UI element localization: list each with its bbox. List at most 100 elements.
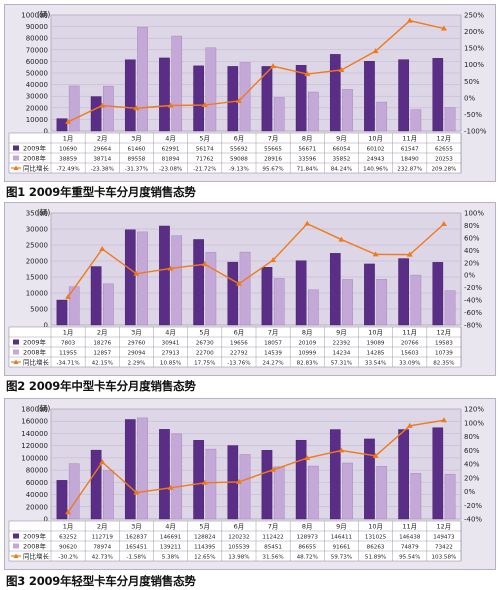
category-label: 10月 [368, 329, 383, 337]
bar-2009 [227, 261, 239, 326]
bar-2008 [308, 91, 319, 132]
data-label: 71762 [196, 157, 214, 163]
growth-point [201, 479, 208, 485]
y-tick-label: 50000 [26, 70, 48, 78]
bar-2009 [364, 438, 375, 520]
data-label: 31.56% [262, 555, 283, 561]
category-label: 9月 [336, 329, 347, 337]
y-tick-label: 90000 [26, 23, 48, 31]
growth-point [235, 280, 242, 286]
y-tick-label: 0 [44, 128, 48, 136]
y-tick-label: 140000 [21, 430, 48, 438]
bar-2008 [171, 433, 183, 520]
y2-tick-label: 150% [464, 45, 484, 53]
chart-svg-3: (辆) 0 20000 40000 60000 80000 100000 120000 1400… [8, 403, 484, 562]
y2-tick-label: 20% [464, 474, 480, 482]
data-label: 209.28% [431, 167, 456, 173]
y-tick-label: 100000 [21, 12, 48, 20]
chart-panel-2: (辆) 0 5000 10000 15000 20000 25000 30000 35000 -8… [4, 202, 496, 376]
data-label: 22700 [196, 351, 214, 357]
growth-point [304, 220, 311, 226]
data-label: 14234 [333, 351, 351, 357]
legend-swatch [13, 339, 19, 345]
growth-point [338, 236, 345, 242]
category-label: 8月 [302, 135, 313, 143]
category-label: 11月 [402, 135, 417, 143]
data-label: 10690 [59, 147, 77, 153]
data-label: 18490 [401, 157, 419, 163]
y2-tick-label: 20% [464, 259, 480, 267]
category-label: 7月 [268, 329, 279, 337]
category-label: 3月 [131, 135, 142, 143]
growth-point [304, 455, 311, 461]
bar-2009 [295, 439, 307, 520]
data-label: 82.83% [297, 361, 318, 367]
data-label: 55665 [264, 147, 282, 153]
y-tick-label: 20000 [26, 503, 48, 511]
category-label: 1月 [63, 329, 74, 337]
legend-swatch [13, 543, 19, 549]
category-label: 8月 [302, 329, 313, 337]
growth-point [133, 270, 140, 276]
data-label: 18057 [264, 341, 282, 347]
data-label: 20253 [435, 157, 453, 163]
data-label: 26730 [196, 341, 214, 347]
data-label: 78974 [93, 545, 111, 551]
y-tick-label: 5000 [30, 306, 48, 314]
data-label: 165451 [126, 545, 148, 551]
y2-tick-label: 100% [464, 419, 484, 427]
data-label: -9.13% [229, 167, 249, 173]
chart-svg-1: (辆) 0 10000 20000 30000 40000 50000 60000 70000 8… [8, 9, 487, 174]
bar-2009 [432, 427, 444, 520]
y2-tick-label: 80% [464, 433, 480, 441]
data-label: 20109 [298, 341, 316, 347]
growth-point [304, 71, 311, 77]
bar-2009 [398, 258, 409, 326]
growth-point [372, 452, 379, 458]
growth-point [235, 478, 242, 484]
growth-point [201, 261, 208, 267]
data-label: 20766 [401, 341, 419, 347]
data-label: 33.09% [399, 361, 420, 367]
category-label: 12月 [437, 523, 452, 531]
data-label: 30941 [162, 341, 180, 347]
growth-point [440, 417, 447, 423]
bar-2008 [103, 85, 114, 132]
data-label: -31.37% [125, 167, 148, 173]
bar-2009 [398, 429, 409, 520]
y-tick-label: 15000 [26, 274, 48, 282]
data-label: 22792 [230, 351, 248, 357]
data-label: 10739 [435, 351, 453, 357]
growth-point [65, 509, 72, 515]
bar-2008 [273, 97, 285, 132]
y2-tick-label: -40% [464, 297, 482, 305]
legend-label: 2008年 [23, 348, 47, 357]
category-label: 6月 [234, 135, 245, 143]
bar-2009 [124, 229, 136, 326]
y2-tick-label: 40% [464, 461, 480, 469]
bar-2008 [103, 470, 114, 520]
data-label: 11955 [59, 351, 77, 357]
growth-point [338, 66, 345, 72]
chart-panel-3: (辆) 0 20000 40000 60000 80000 100000 120000 1400… [4, 398, 496, 570]
category-label: 11月 [402, 523, 417, 531]
chart-caption-2: 图2 2009年中型卡车分月度销售态势 [6, 379, 196, 393]
legend-label: 同比增长 [23, 358, 50, 367]
category-label: 7月 [268, 523, 279, 531]
y2-tick-label: 50% [464, 78, 480, 86]
growth-point [372, 251, 379, 257]
y-tick-label: 100000 [21, 454, 48, 462]
data-label: 14539 [264, 351, 282, 357]
bar-2008 [239, 454, 251, 520]
category-label: 2月 [97, 523, 108, 531]
growth-point [440, 220, 447, 226]
growth-line [67, 419, 445, 513]
y-unit-label: (辆) [37, 403, 50, 413]
category-label: 4月 [165, 329, 176, 337]
data-label: 86655 [298, 545, 316, 551]
data-label: 51.89% [365, 555, 386, 561]
legend-swatch [13, 349, 19, 355]
y-tick-label: 180000 [21, 406, 48, 414]
data-label: 84.24% [331, 167, 352, 173]
chart-svg-2: (辆) 0 5000 10000 15000 20000 25000 30000 35000 -8… [8, 207, 484, 368]
